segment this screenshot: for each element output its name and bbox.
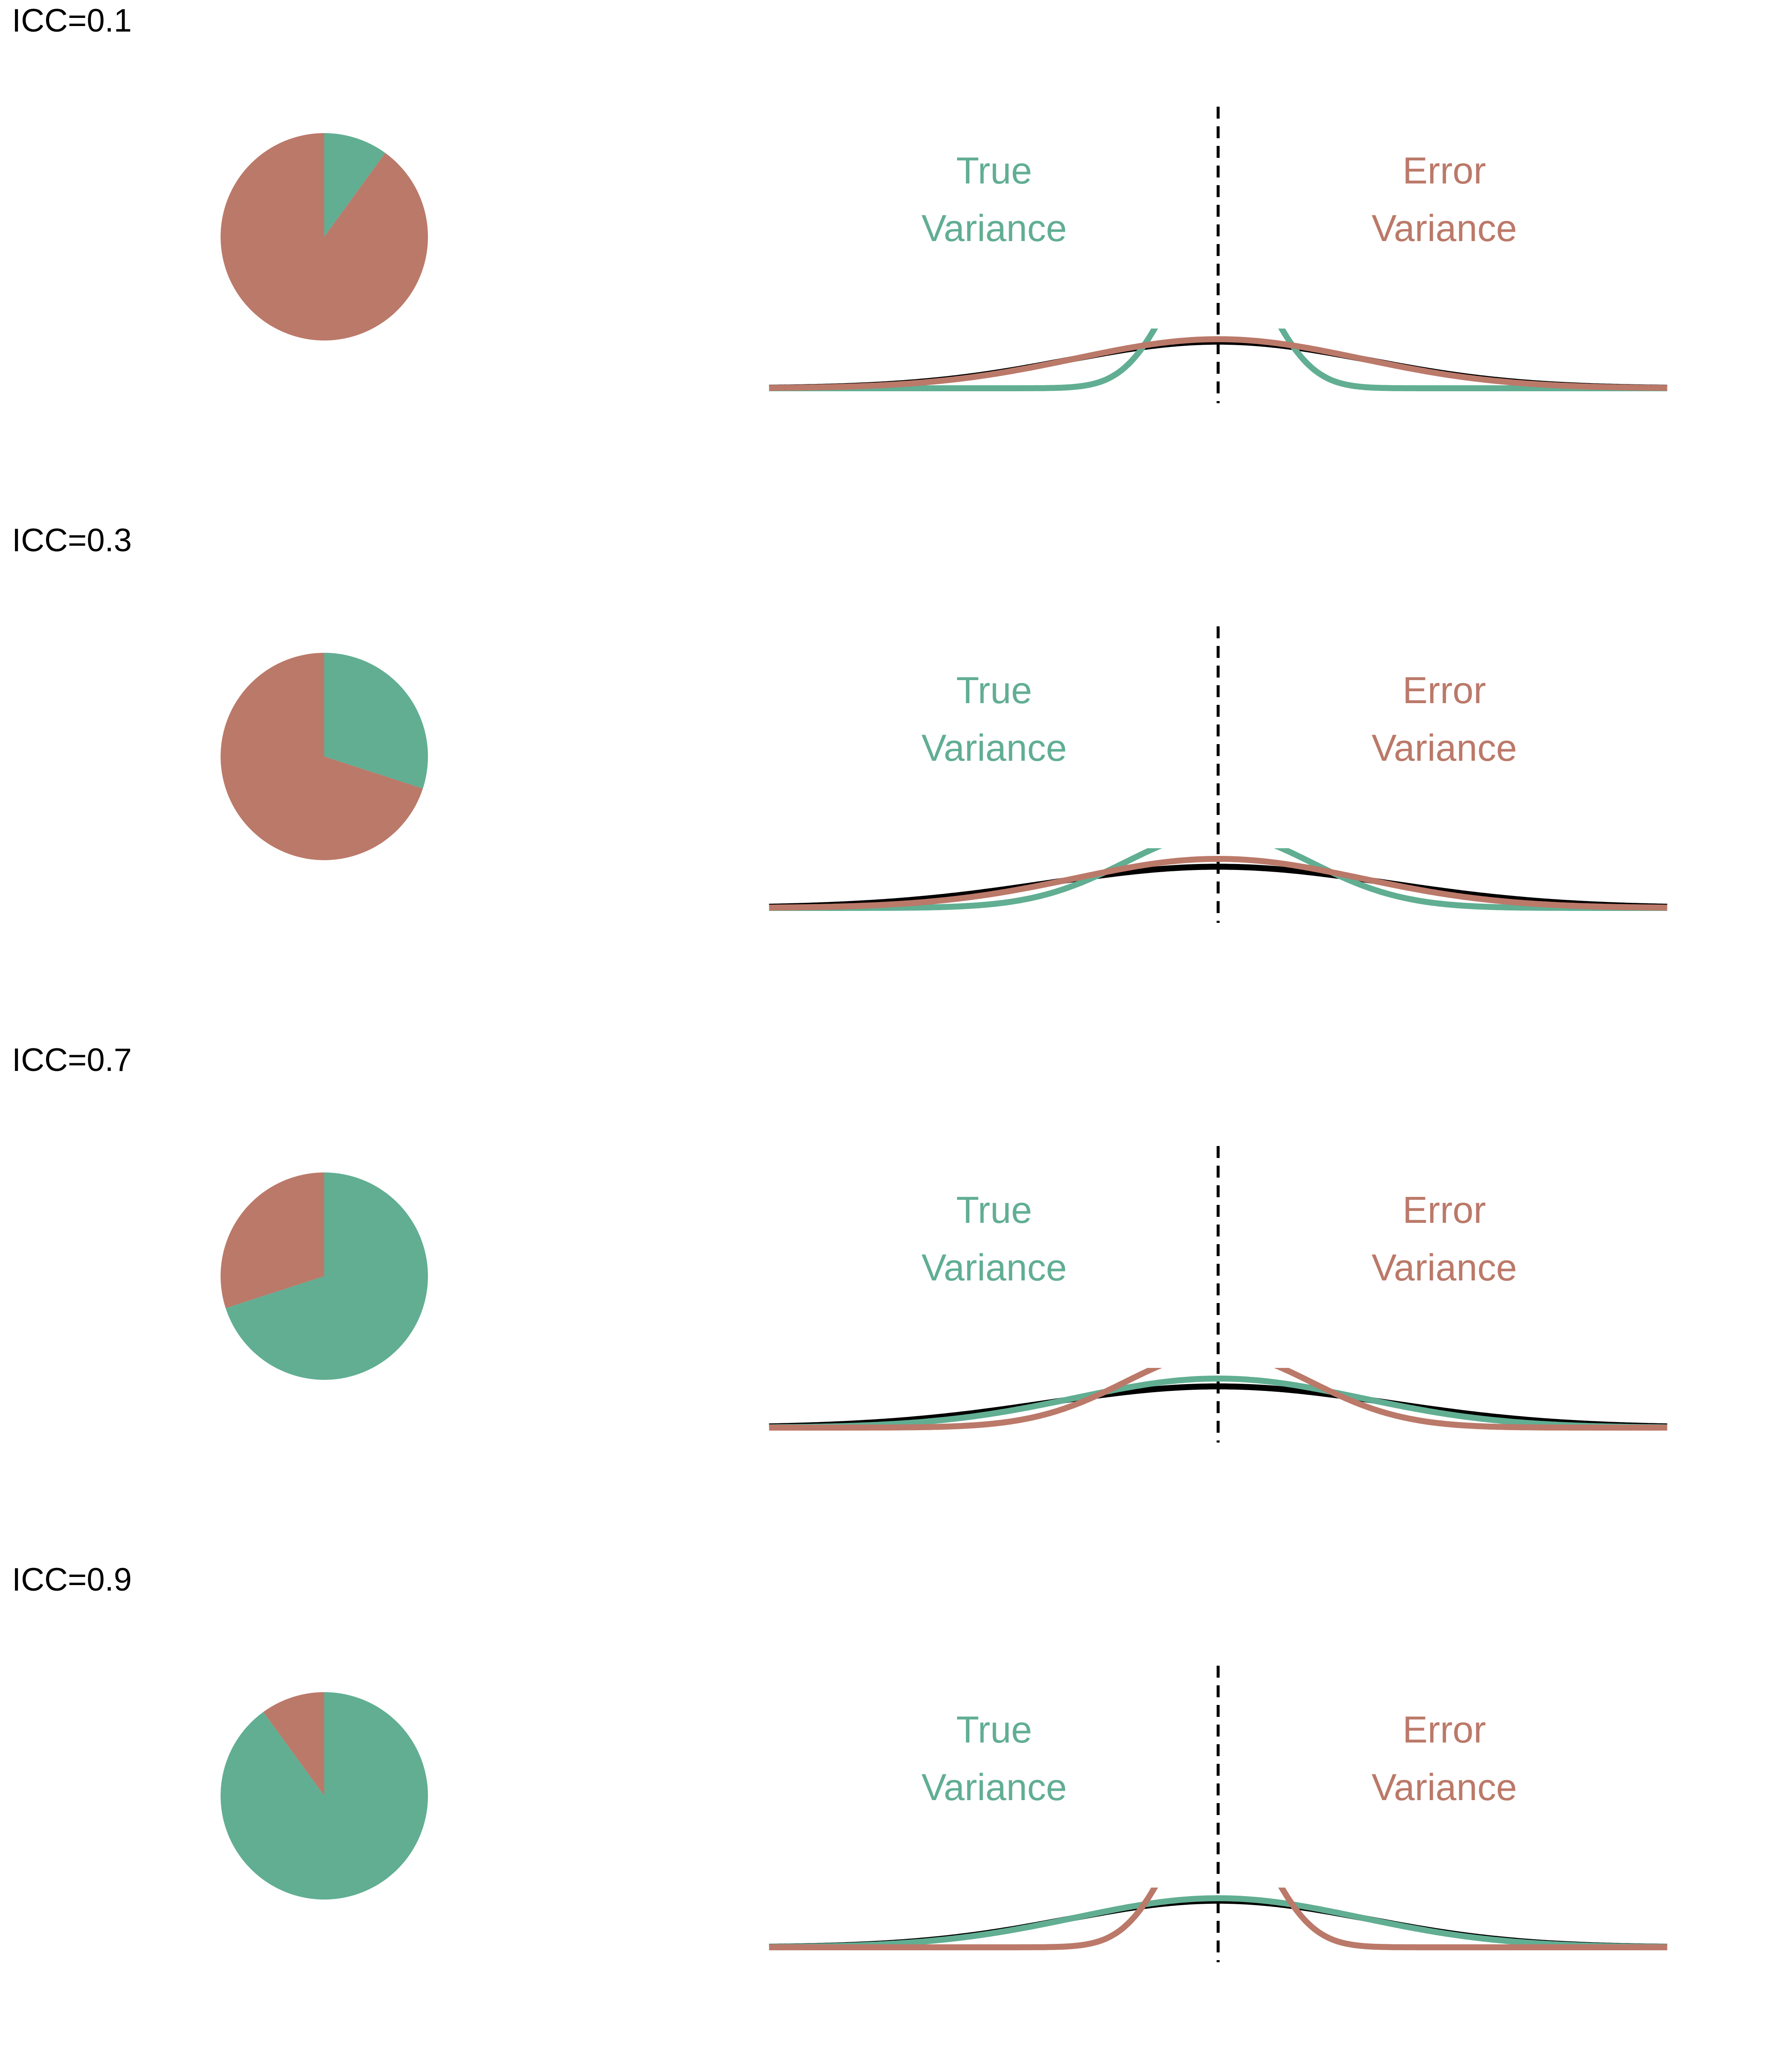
true-variance-label-line1: True [956,669,1032,711]
error-variance-curve [769,856,1667,911]
error-variance-label-line1: Error [1402,149,1486,192]
error-variance-label-line1: Error [1402,1189,1486,1231]
panel-label: ICC=0.1 [12,3,132,39]
pie-slice-error-variance [221,133,428,340]
error-variance-label-line1: Error [1402,669,1486,711]
pie-slice-true-variance [324,653,428,789]
true-variance-curve [769,1895,1667,1950]
true-variance-label-line2: Variance [922,727,1067,769]
pie-slice-true-variance [225,1172,428,1380]
pie-slice-true-variance [324,133,385,237]
true-variance-label-line1: True [956,1189,1032,1231]
panel-label: ICC=0.3 [12,522,132,559]
pie-slice-error-variance [221,653,423,860]
error-variance-label-line2: Variance [1372,1246,1517,1289]
panel-label: ICC=0.9 [12,1562,132,1598]
true-variance-curve [769,329,1667,391]
pie-slice-error-variance [220,1172,324,1309]
error-variance-label-line1: Error [1402,1708,1486,1751]
error-variance-curve [769,1888,1667,1950]
pie-slice-true-variance [220,1692,428,1900]
pie-slice-error-variance [263,1692,324,1796]
error-variance-curve [769,1368,1667,1431]
true-variance-label-line2: Variance [922,1766,1067,1808]
true-variance-label-line1: True [956,1708,1032,1751]
true-variance-label-line1: True [956,149,1032,192]
true-variance-curve [769,1376,1667,1431]
error-variance-label-line2: Variance [1372,1766,1517,1808]
panel-label: ICC=0.7 [12,1042,132,1078]
error-variance-curve [769,336,1667,391]
true-variance-curve [769,848,1667,911]
error-variance-label-line2: Variance [1372,727,1517,769]
true-variance-label-line2: Variance [922,1246,1067,1289]
true-variance-label-line2: Variance [922,207,1067,249]
error-variance-label-line2: Variance [1372,207,1517,249]
